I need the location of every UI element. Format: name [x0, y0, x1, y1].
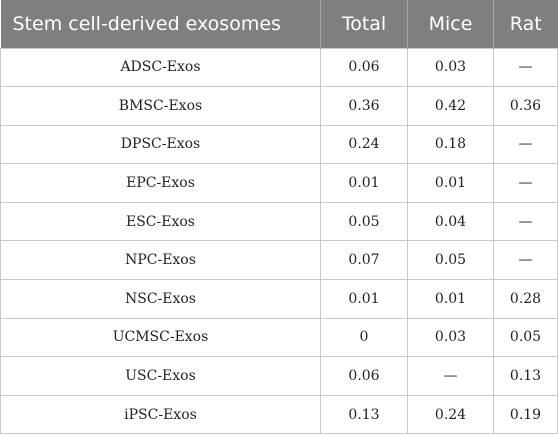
- cell-mice: 0.01: [407, 279, 494, 319]
- cell-exosome-type: UCMSC-Exos: [0, 317, 321, 358]
- header-cell-exosome-type: Stem cell-derived exosomes: [12, 12, 281, 35]
- cell-mice: 0.03: [407, 47, 494, 88]
- cell-rat: 0.36: [493, 86, 558, 126]
- cell-total: 0.05: [320, 201, 408, 242]
- cell-exosome-type: ESC-Exos: [0, 201, 321, 242]
- cell-total: 0.24: [320, 124, 408, 165]
- cell-rat: 0.28: [493, 279, 558, 319]
- header-cell-rat: Rat: [493, 0, 558, 48]
- cell-exosome-type: ADSC-Exos: [0, 47, 321, 88]
- cell-mice: —: [407, 356, 494, 396]
- cell-exosome-type: iPSC-Exos: [0, 394, 321, 435]
- cell-mice: 0.04: [407, 201, 494, 242]
- cell-rat: —: [493, 240, 558, 281]
- cell-mice: 0.42: [407, 86, 494, 126]
- cell-total: 0.36: [320, 86, 408, 126]
- cell-total: 0.13: [320, 394, 408, 435]
- table-row: USC-Exos 0.06 — 0.13: [0, 356, 558, 396]
- table-row: BMSC-Exos 0.36 0.42 0.36: [0, 86, 558, 126]
- cell-rat: —: [493, 163, 558, 203]
- cell-rat: 0.13: [493, 356, 558, 396]
- cell-exosome-type: NSC-Exos: [0, 279, 321, 319]
- cell-rat: —: [493, 124, 558, 165]
- cell-total: 0: [320, 317, 408, 358]
- table-row: NPC-Exos 0.07 0.05 —: [0, 240, 558, 281]
- cell-mice: 0.18: [407, 124, 494, 165]
- header-row: Stem cell-derived exosomes Total Mice Ra…: [0, 0, 558, 48]
- table-row: EPC-Exos 0.01 0.01 —: [0, 163, 558, 203]
- cell-rat: —: [493, 201, 558, 242]
- cell-rat: —: [493, 47, 558, 88]
- cell-mice: 0.01: [407, 163, 494, 203]
- table-row: DPSC-Exos 0.24 0.18 —: [0, 124, 558, 165]
- cell-exosome-type: NPC-Exos: [0, 240, 321, 281]
- cell-total: 0.06: [320, 47, 408, 88]
- cell-total: 0.06: [320, 356, 408, 396]
- cell-exosome-type: USC-Exos: [0, 356, 321, 396]
- cell-total: 0.01: [320, 279, 408, 319]
- cell-total: 0.07: [320, 240, 408, 281]
- cell-rat: 0.05: [493, 317, 558, 358]
- header-cell-total: Total: [320, 0, 408, 48]
- cell-mice: 0.03: [407, 317, 494, 358]
- cell-exosome-type: BMSC-Exos: [0, 86, 321, 126]
- cell-mice: 0.05: [407, 240, 494, 281]
- table-row: ESC-Exos 0.05 0.04 —: [0, 201, 558, 242]
- table-row: ADSC-Exos 0.06 0.03 —: [0, 47, 558, 88]
- cell-mice: 0.24: [407, 394, 494, 435]
- table-row: NSC-Exos 0.01 0.01 0.28: [0, 279, 558, 319]
- table-row: iPSC-Exos 0.13 0.24 0.19: [0, 394, 558, 435]
- cell-exosome-type: EPC-Exos: [0, 163, 321, 203]
- cell-exosome-type: DPSC-Exos: [0, 124, 321, 165]
- cell-total: 0.01: [320, 163, 408, 203]
- table-row: UCMSC-Exos 0 0.03 0.05: [0, 317, 558, 358]
- header-cell-mice: Mice: [407, 0, 494, 48]
- cell-rat: 0.19: [493, 394, 558, 435]
